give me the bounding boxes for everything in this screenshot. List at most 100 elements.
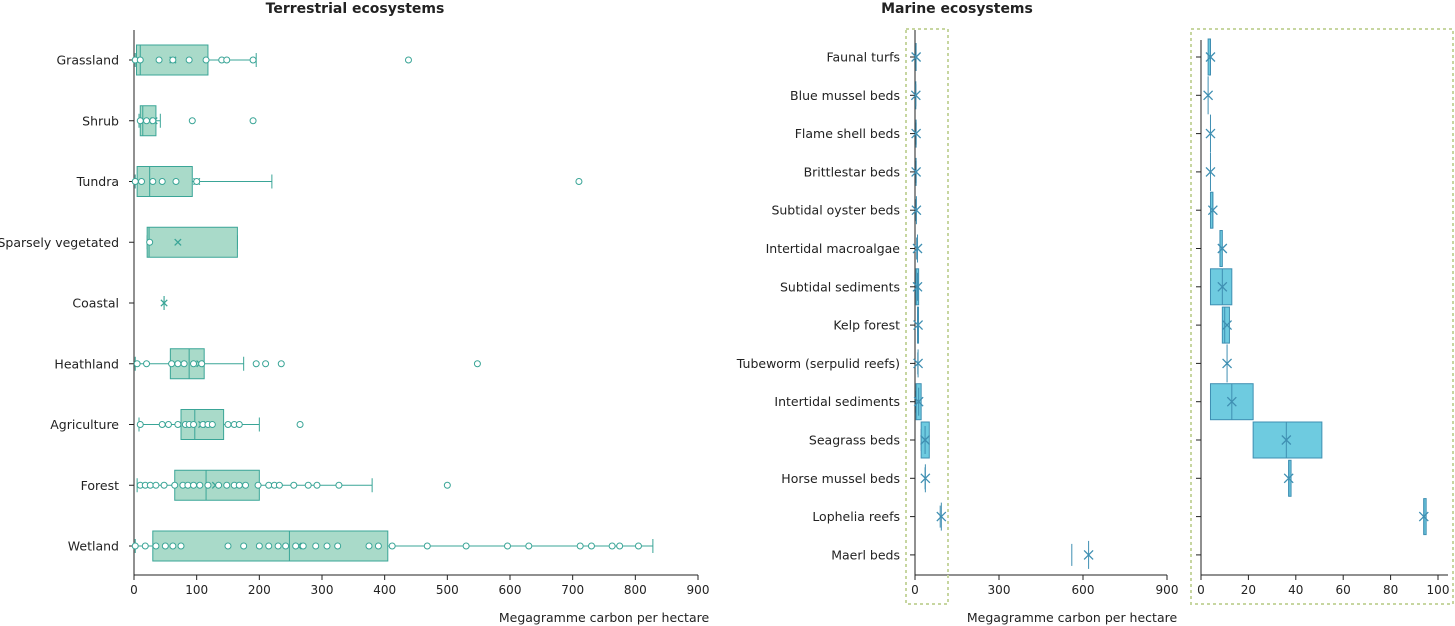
point-wetland [240, 542, 248, 550]
point-grassland [202, 56, 210, 64]
point-forest [215, 481, 223, 489]
point-tundra [172, 178, 180, 185]
point-agriculture [136, 421, 144, 428]
category-label-seagrass-beds: Seagrass beds [809, 433, 900, 448]
category-label-flame-shell-beds: Flame shell beds [795, 126, 900, 141]
category-label-kelp-forest: Kelp forest [833, 318, 900, 333]
inset-x-tick-label: 80 [1383, 583, 1398, 597]
point-wetland [312, 542, 320, 550]
point-wetland [334, 542, 342, 550]
category-label-wetland: Wetland [68, 539, 119, 554]
terrestrial-x-tick-label: 400 [373, 583, 396, 597]
terrestrial-title: Terrestrial ecosystems [266, 1, 445, 17]
category-label-intertidal-sediments: Intertidal sediments [774, 394, 900, 409]
terrestrial-x-axis-label: Megagramme carbon per hectare [499, 610, 710, 625]
inset-mean-marker-flame-shell-beds [1205, 128, 1216, 139]
category-label-intertidal-macroalgae: Intertidal macroalgae [766, 241, 901, 256]
category-label-maerl-beds: Maerl beds [831, 547, 900, 562]
point-wetland [224, 542, 232, 550]
point-wetland [152, 542, 160, 550]
category-label-lophelia-reefs: Lophelia reefs [812, 509, 900, 524]
point-wetland [131, 542, 139, 550]
point-heathland [133, 360, 141, 368]
point-shrub [149, 117, 157, 125]
point-forest [304, 481, 312, 489]
point-forest [443, 481, 451, 489]
point-wetland [161, 542, 169, 550]
point-wetland [634, 542, 642, 550]
category-label-forest: Forest [81, 478, 119, 493]
inset-mean-marker-kelp-forest [1222, 320, 1233, 331]
inset-mean-marker-brittlestar-beds [1205, 166, 1216, 177]
point-wetland [525, 542, 533, 550]
marine-x-tick-label: 300 [988, 583, 1011, 597]
terrestrial-x-tick-label: 900 [687, 583, 710, 597]
category-label-coastal: Coastal [72, 296, 119, 311]
point-wetland [423, 542, 431, 550]
mean-marker-kelp-forest [913, 320, 924, 331]
category-label-subtidal-oyster-beds: Subtidal oyster beds [771, 203, 900, 218]
point-heathland [143, 360, 151, 368]
mean-marker-tubeworm-serpulid-reefs [913, 358, 924, 369]
point-tundra [575, 178, 583, 185]
terrestrial-x-tick-label: 100 [185, 583, 208, 597]
point-forest [184, 481, 192, 489]
terrestrial-x-tick-label: 600 [499, 583, 522, 597]
point-heathland [190, 360, 198, 368]
point-wetland [365, 542, 373, 550]
category-label-heathland: Heathland [54, 356, 119, 371]
inset-mean-marker-tubeworm-serpulid-reefs [1222, 358, 1233, 369]
point-grassland [223, 56, 231, 64]
marine-boxplot: 0 300 600 900 Faunal turfs Blue mussel beds Fl… [736, 28, 1178, 605]
inset-mean-marker-blue-mussel-beds [1203, 90, 1214, 101]
point-forest [146, 481, 154, 489]
point-sparsely-vegetated [146, 238, 154, 246]
mean-marker-horse-mussel-beds [920, 473, 931, 484]
mean-marker-subtidal-sediments [912, 281, 923, 292]
point-forest [190, 481, 198, 489]
inset-x-tick-label: 60 [1336, 583, 1351, 597]
category-label-subtidal-sediments: Subtidal sediments [780, 279, 900, 294]
inset-mean-marker-faunal-turfs [1205, 52, 1216, 62]
mean-marker-maerl-beds [1083, 549, 1094, 560]
point-grassland [169, 56, 177, 64]
point-heathland [180, 360, 188, 368]
point-wetland [255, 542, 263, 550]
point-grassland [136, 56, 144, 64]
point-wetland [299, 542, 307, 550]
mean-marker-sparsely-vegetated [174, 238, 182, 246]
point-agriculture [164, 421, 172, 428]
point-tundra [149, 178, 157, 185]
point-heathland [168, 360, 176, 368]
point-agriculture [190, 421, 198, 428]
point-agriculture [224, 421, 232, 428]
category-label-blue-mussel-beds: Blue mussel beds [790, 88, 900, 103]
inset-x-tick-label: 100 [1427, 583, 1450, 597]
box-wetland [152, 530, 389, 562]
terrestrial-x-tick-label: 500 [436, 583, 459, 597]
mean-marker-faunal-turfs [911, 52, 922, 62]
point-tundra [131, 178, 139, 185]
point-forest [265, 481, 273, 489]
point-wetland [265, 542, 273, 550]
inset-mean-marker-subtidal-oyster-beds [1207, 205, 1218, 216]
inset-box-subtidal-sediments [1209, 268, 1233, 306]
point-wetland [388, 542, 396, 550]
point-tundra [193, 178, 201, 185]
inset-border [1190, 28, 1454, 605]
terrestrial-boxplot: 0 100 200 300 400 500 600 700 800 900 Grassland Shr… [0, 30, 709, 597]
category-label-brittlestar-beds: Brittlestar beds [804, 164, 900, 179]
inset-mean-marker-intertidal-macroalgae [1217, 243, 1228, 254]
point-forest [204, 481, 212, 489]
marine-x-axis-label: Megagramme carbon per hectare [967, 610, 1178, 625]
terrestrial-x-tick-label: 0 [130, 583, 138, 597]
point-forest [196, 481, 204, 489]
point-forest [160, 481, 168, 489]
category-label-tundra: Tundra [76, 174, 119, 189]
inset-box-kelp-forest [1221, 306, 1230, 344]
point-tundra [138, 178, 146, 185]
point-forest [254, 481, 262, 489]
point-shrub [143, 117, 151, 125]
point-wetland [462, 542, 470, 550]
point-heathland [198, 360, 206, 368]
